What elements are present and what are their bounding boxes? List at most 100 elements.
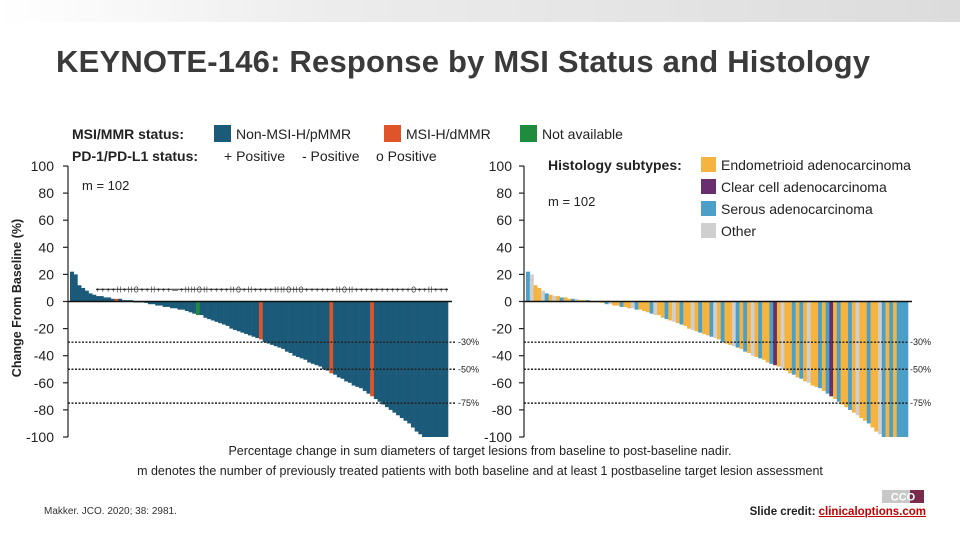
bar	[702, 301, 707, 335]
bar	[233, 301, 238, 330]
bar	[548, 294, 553, 302]
bar	[746, 301, 752, 353]
legend-swatch-non-msi-h-pmmr	[214, 125, 231, 142]
bar	[627, 301, 632, 309]
bar	[407, 301, 412, 424]
bar	[296, 301, 301, 358]
bar	[366, 301, 371, 394]
reference-label: -30%	[458, 337, 479, 347]
bar	[623, 301, 628, 307]
bar	[196, 301, 201, 316]
bar	[385, 301, 390, 408]
bar	[373, 301, 378, 400]
pdl1-markers: + + + + H + H O + + H + + + — + H H O H …	[96, 285, 448, 294]
bar	[630, 301, 635, 309]
y-tick-label: -20	[492, 321, 512, 337]
legend-label-non-msi-h-pmmr: Non-MSI-H/pMMR	[236, 126, 351, 142]
caption-line-2: m denotes the number of previously treat…	[137, 464, 823, 478]
bar	[754, 301, 759, 358]
y-tick-label: -80	[34, 402, 54, 418]
bar	[687, 301, 692, 329]
bar	[848, 301, 853, 410]
bar	[529, 274, 534, 302]
bar	[95, 296, 100, 302]
bar	[199, 301, 204, 316]
y-tick-label: 60	[496, 212, 512, 228]
bar	[281, 301, 286, 349]
bar	[251, 301, 256, 337]
bar	[99, 296, 104, 302]
y-tick-label: -100	[484, 429, 512, 445]
bar	[615, 301, 620, 306]
bar	[340, 301, 345, 379]
bar	[425, 301, 430, 437]
bar	[664, 301, 669, 320]
bar	[314, 301, 319, 366]
bar	[638, 301, 643, 310]
bar	[266, 301, 271, 344]
bar	[657, 301, 662, 316]
bar	[273, 301, 278, 347]
bar	[537, 287, 542, 302]
bar	[773, 301, 778, 366]
bar	[147, 301, 152, 305]
y-tick-label: 20	[496, 266, 512, 282]
bar	[881, 301, 886, 437]
slide-credit: Slide credit: clinicaloptions.com	[750, 506, 926, 518]
bar	[612, 301, 617, 306]
bar	[310, 301, 315, 364]
bar	[765, 301, 770, 363]
bar	[780, 301, 785, 370]
credit-link[interactable]: clinicaloptions.com	[818, 506, 926, 518]
bar	[750, 301, 755, 356]
y-tick-label: 20	[38, 266, 54, 282]
bar	[277, 301, 282, 348]
bar	[410, 301, 415, 428]
caption-line-1: Percentage change in sum diameters of ta…	[228, 444, 732, 458]
bar	[203, 301, 208, 318]
bar	[403, 301, 408, 421]
msi-legend-title: MSI/MMR status:	[72, 126, 184, 142]
bar	[229, 301, 234, 329]
bar	[642, 301, 647, 311]
y-tick-label: -40	[34, 348, 54, 364]
bar	[694, 301, 699, 332]
bar	[92, 294, 97, 302]
bar	[362, 301, 367, 391]
bar	[359, 301, 364, 389]
cco-logo-icon: CCO	[882, 490, 924, 503]
bar	[574, 298, 579, 302]
bar	[878, 301, 883, 435]
bar	[370, 301, 375, 397]
bar	[788, 301, 793, 374]
bar	[717, 301, 722, 340]
y-tick-label: -80	[492, 402, 512, 418]
bar	[329, 301, 334, 374]
bar	[284, 301, 289, 352]
legend-label-not-available: Not available	[542, 126, 623, 142]
bar	[299, 301, 304, 359]
bar	[192, 301, 197, 314]
bar	[818, 301, 823, 389]
y-tick-label: -20	[34, 321, 54, 337]
bar	[866, 301, 871, 424]
bar	[791, 301, 796, 375]
y-tick-label: -100	[26, 429, 54, 445]
bar	[889, 301, 894, 437]
bar	[88, 293, 93, 302]
bar	[236, 301, 241, 332]
legend-swatch-endometrioid-adenocarcinoma	[701, 157, 716, 172]
bar	[559, 297, 564, 302]
bar	[690, 301, 695, 330]
bar	[619, 301, 624, 307]
bar	[303, 301, 308, 360]
bar	[776, 301, 781, 367]
bar	[713, 301, 718, 339]
y-tick-label: -40	[492, 348, 512, 364]
bar	[433, 301, 438, 437]
bar	[307, 301, 312, 363]
bar	[758, 301, 763, 359]
bar	[218, 301, 223, 324]
bar	[874, 301, 879, 432]
y-tick-label: 80	[496, 185, 512, 201]
